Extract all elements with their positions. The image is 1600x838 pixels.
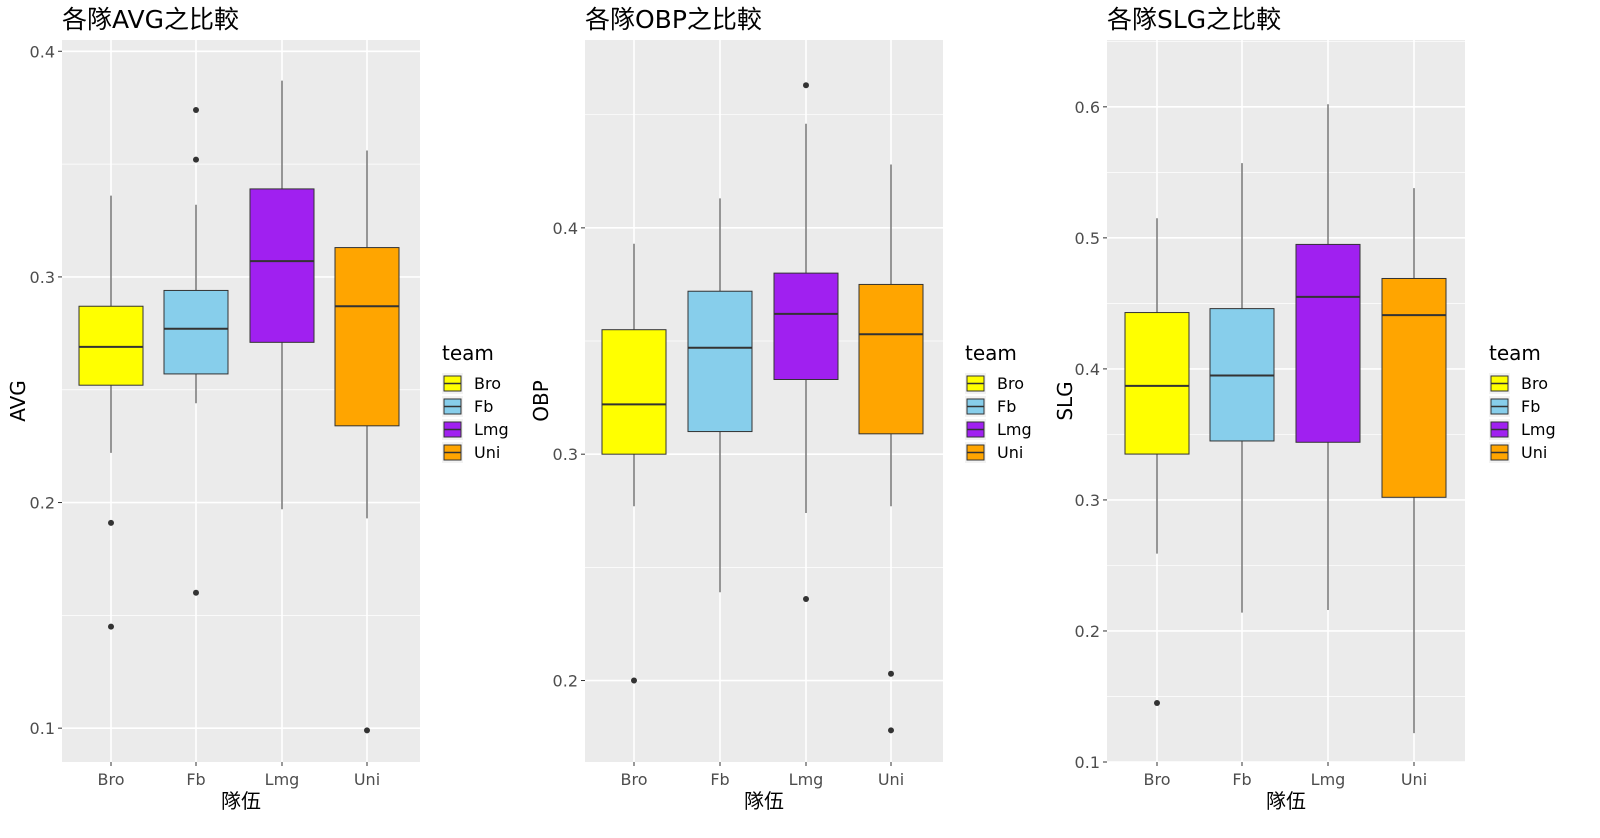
y-tick-label: 0.2 xyxy=(553,672,578,691)
box-uni xyxy=(1381,188,1447,734)
box-iqr xyxy=(249,188,315,343)
box-lmg xyxy=(773,82,839,603)
x-tick-label: Lmg xyxy=(1311,770,1346,789)
box-iqr xyxy=(601,329,667,455)
y-tick-label: 0.5 xyxy=(1075,229,1100,248)
box-bro xyxy=(601,243,667,684)
box-uni xyxy=(858,164,924,734)
box-iqr xyxy=(687,290,753,433)
y-tick-label: 0.1 xyxy=(30,719,55,738)
legend-label: Uni xyxy=(474,443,500,462)
box-fb xyxy=(1209,163,1275,613)
y-axis-label: SLG xyxy=(1053,381,1077,420)
x-axis-label: 隊伍 xyxy=(744,789,784,813)
legend-title: team xyxy=(1489,341,1541,365)
outlier-point xyxy=(364,727,370,734)
outlier-point xyxy=(803,82,809,89)
box-iqr xyxy=(1381,277,1447,498)
legend-label: Lmg xyxy=(997,420,1032,439)
x-tick-label: Lmg xyxy=(265,770,300,789)
chart-title: 各隊OBP之比較 xyxy=(585,5,762,34)
y-tick-label: 0.6 xyxy=(1075,98,1100,117)
y-tick-label: 0.4 xyxy=(553,219,578,238)
x-tick-label: Bro xyxy=(98,770,125,789)
chart-title: 各隊AVG之比較 xyxy=(62,5,239,34)
box-bro xyxy=(1124,218,1190,707)
y-tick-label: 0.2 xyxy=(30,494,55,513)
y-tick-label: 0.3 xyxy=(553,445,578,464)
box-iqr xyxy=(78,305,144,386)
box-iqr xyxy=(163,289,229,375)
outlier-point xyxy=(803,596,809,603)
box-bro xyxy=(78,195,144,630)
outlier-point xyxy=(193,156,199,163)
outlier-point xyxy=(108,519,114,526)
box-iqr xyxy=(1295,243,1361,443)
box-iqr xyxy=(773,272,839,380)
legend-label: Lmg xyxy=(474,420,509,439)
box-iqr xyxy=(858,283,924,435)
chart-panel-obp: 各隊OBP之比較 0.2 0.3 0.4 Bro Fb Lmg Uni 隊伍 OBP team Bro… xyxy=(529,5,1032,813)
legend-label: Uni xyxy=(1521,443,1547,462)
x-tick-label: Lmg xyxy=(789,770,824,789)
legend-label: Fb xyxy=(997,397,1016,416)
chart-title: 各隊SLG之比較 xyxy=(1107,5,1281,34)
legend-label: Bro xyxy=(1521,374,1548,393)
legend-title: team xyxy=(965,341,1017,365)
legend-label: Uni xyxy=(997,443,1023,462)
x-tick-label: Uni xyxy=(354,770,380,789)
x-axis-label: 隊伍 xyxy=(221,789,261,813)
legend-title: team xyxy=(442,341,494,365)
y-tick-label: 0.3 xyxy=(1075,491,1100,510)
legend-label: Fb xyxy=(1521,397,1540,416)
legend: team Bro Fb Lmg Uni xyxy=(965,341,1032,463)
box-lmg xyxy=(1295,104,1361,610)
outlier-point xyxy=(631,677,637,684)
legend-label: Bro xyxy=(997,374,1024,393)
box-iqr xyxy=(1124,312,1190,455)
y-tick-label: 0.1 xyxy=(1075,753,1100,772)
x-tick-label: Uni xyxy=(1401,770,1427,789)
y-tick-label: 0.4 xyxy=(30,42,55,61)
box-lmg xyxy=(249,80,315,510)
box-fb xyxy=(687,198,753,593)
y-axis-label: OBP xyxy=(529,380,553,422)
chart-panel-slg: 各隊SLG之比較 0.1 0.2 0.3 0.4 0.5 0.6 Bro Fb Lmg Uni 隊伍 S… xyxy=(1053,5,1556,813)
legend-label: Bro xyxy=(474,374,501,393)
outlier-point xyxy=(193,106,199,113)
legend: team Bro Fb Lmg Uni xyxy=(1489,341,1556,463)
box-fb xyxy=(163,106,229,596)
x-tick-label: Fb xyxy=(1232,770,1251,789)
outlier-point xyxy=(888,670,894,677)
chart-panel-avg: 各隊AVG之比較 0.1 0.2 0.3 0.4 Bro Fb Lmg Uni 隊伍 AVG team… xyxy=(6,5,509,813)
legend-label: Fb xyxy=(474,397,493,416)
x-tick-label: Bro xyxy=(621,770,648,789)
outlier-point xyxy=(108,623,114,630)
box-iqr xyxy=(334,247,400,427)
x-axis-label: 隊伍 xyxy=(1266,789,1306,813)
outlier-point xyxy=(193,589,199,596)
outlier-point xyxy=(1154,700,1160,707)
legend: team Bro Fb Lmg Uni xyxy=(442,341,509,463)
box-uni xyxy=(334,150,400,734)
x-tick-label: Fb xyxy=(186,770,205,789)
y-axis-label: AVG xyxy=(6,380,30,422)
x-tick-label: Bro xyxy=(1144,770,1171,789)
x-tick-label: Fb xyxy=(710,770,729,789)
y-tick-label: 0.4 xyxy=(1075,360,1100,379)
y-tick-label: 0.3 xyxy=(30,268,55,287)
x-tick-label: Uni xyxy=(878,770,904,789)
outlier-point xyxy=(888,727,894,734)
y-tick-label: 0.2 xyxy=(1075,622,1100,641)
legend-label: Lmg xyxy=(1521,420,1556,439)
